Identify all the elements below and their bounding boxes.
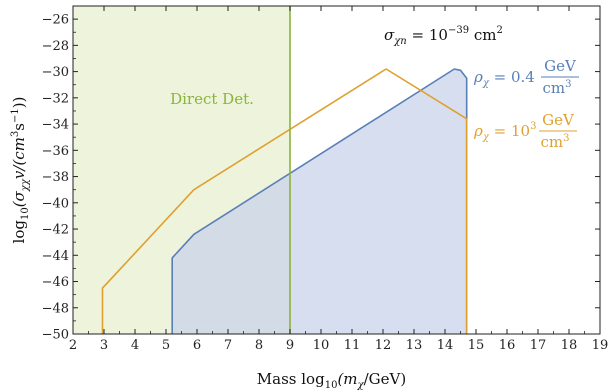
series-0-line [171, 68, 468, 334]
y-tick-label: −26 [42, 13, 69, 28]
y-tick-label: −30 [42, 65, 69, 80]
y-axis: −50 −48 −46 −44 −42 −40 −38 −36 −34 −32 −30 −28 −26 [42, 13, 600, 343]
x-tick-label: 17 [530, 338, 547, 353]
y-tick-label: −32 [42, 91, 69, 106]
svg-text:ρχ = 0.4: ρχ = 0.4 [473, 68, 535, 89]
y-tick-label: −38 [42, 170, 69, 185]
direct-detection-label: Direct Det. [170, 90, 254, 108]
x-tick-label: 9 [286, 338, 294, 353]
svg-text:cm3: cm3 [543, 79, 572, 97]
x-axis: 2 3 4 5 6 7 8 9 10 11 12 13 14 15 16 17 18 19 [69, 6, 608, 353]
x-tick-label: 15 [468, 338, 485, 353]
cross-section-annotation: σχn = 10−39 cm2 [384, 25, 503, 47]
svg-text:GeV: GeV [544, 57, 577, 75]
svg-text:GeV: GeV [542, 111, 575, 129]
x-tick-label: 10 [313, 338, 330, 353]
y-tick-label: −42 [42, 223, 69, 238]
x-tick-label: 16 [499, 338, 516, 353]
y-tick-label: −34 [42, 118, 69, 133]
x-axis-title: Mass log10(mχ/GeV) [257, 370, 406, 391]
x-tick-label: 2 [69, 338, 77, 353]
x-tick-label: 12 [375, 338, 392, 353]
svg-text:cm3: cm3 [541, 133, 570, 151]
x-tick-label: 5 [162, 338, 170, 353]
y-tick-label: −50 [42, 328, 69, 343]
y-tick-label: −36 [42, 144, 69, 159]
x-tick-label: 6 [193, 338, 201, 353]
svg-text:ρχ = 103: ρχ = 103 [473, 121, 536, 143]
y-tick-label: −44 [42, 249, 69, 264]
x-tick-label: 18 [561, 338, 578, 353]
series-layer [101, 6, 468, 334]
x-tick-label: 4 [131, 338, 139, 353]
y-tick-label: −28 [42, 39, 69, 54]
y-tick-label: −40 [42, 196, 69, 211]
series-0-area [172, 69, 467, 334]
y-tick-label: −46 [42, 275, 69, 290]
x-tick-label: 8 [255, 338, 263, 353]
y-axis-title: log10(σχχv/(cm3s−1)) [10, 97, 31, 244]
series-0-label: ρχ = 0.4 GeV cm3 [473, 57, 579, 97]
labels-layer: Mass log10(mχ/GeV) log10(σχχv/(cm3s−1)) Di… [10, 25, 579, 391]
series-1-label: ρχ = 103 GeV cm3 [473, 111, 577, 151]
x-tick-label: 13 [406, 338, 423, 353]
x-tick-label: 11 [344, 338, 361, 353]
x-tick-label: 3 [100, 338, 108, 353]
x-tick-label: 19 [592, 338, 608, 353]
y-tick-label: −48 [42, 301, 69, 316]
x-tick-label: 14 [437, 338, 454, 353]
x-tick-label: 7 [224, 338, 232, 353]
